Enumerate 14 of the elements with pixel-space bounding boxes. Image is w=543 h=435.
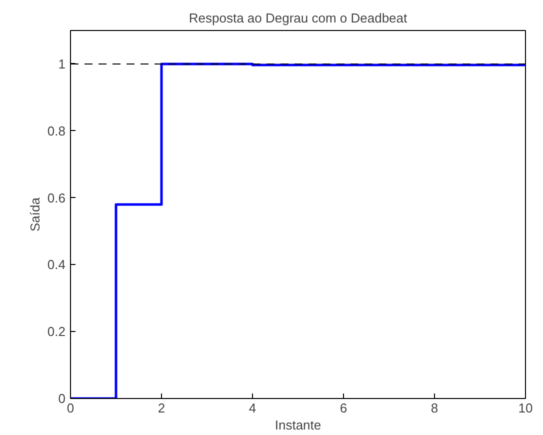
y-tick-label: 0 — [58, 391, 66, 406]
x-tick-label: 2 — [158, 400, 166, 416]
chart-title: Resposta ao Degrau com o Deadbeat — [188, 10, 408, 26]
y-tick-label: 0.6 — [47, 190, 66, 206]
x-tick-label: 8 — [430, 400, 438, 416]
y-tick-label: 0.4 — [47, 257, 66, 272]
y-tick-label: 1 — [58, 56, 66, 72]
x-tick-label: 6 — [340, 400, 348, 416]
y-axis-title: Saída — [27, 196, 42, 232]
x-axis-title: Instante — [274, 418, 322, 432]
x-tick-label: 4 — [248, 400, 256, 416]
y-tick-label: 0.2 — [47, 324, 66, 340]
y-tick-label: 0.8 — [47, 123, 66, 138]
x-tick-label: 10 — [518, 400, 533, 416]
